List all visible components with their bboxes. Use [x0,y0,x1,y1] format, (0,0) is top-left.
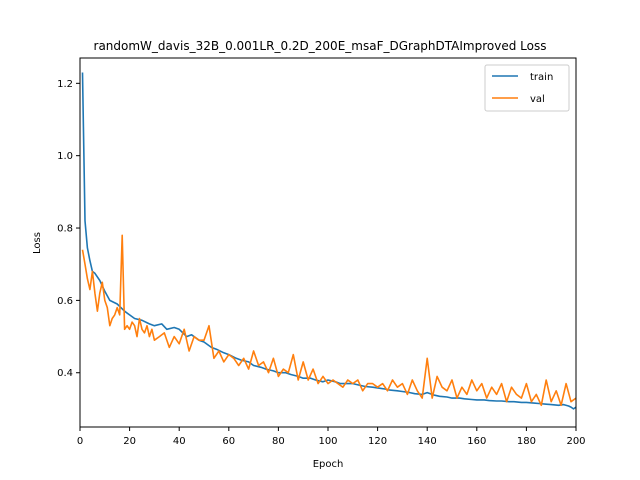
legend-box [484,64,570,112]
x-tick-label: 60 [222,436,235,447]
y-tick-label: 0.4 [57,368,73,379]
y-tick-label: 1.2 [57,79,73,90]
x-tick-label: 20 [123,436,136,447]
x-tick-label: 80 [272,436,285,447]
legend-train-label: train [530,72,553,83]
y-axis-ticks: 0.4 0.6 0.8 1.0 1.2 [57,79,80,379]
y-tick-label: 0.6 [57,296,73,307]
x-tick-label: 0 [77,436,83,447]
x-axis-ticks: 0 20 40 60 80 100 120 140 160 180 200 [77,427,586,447]
x-tick-label: 40 [173,436,186,447]
y-axis-label: Loss [32,232,43,254]
y-tick-label: 1.0 [57,151,73,162]
series-line-val [81,234,577,407]
y-tick-label: 0.8 [57,224,73,235]
x-tick-label: 180 [517,436,536,447]
x-tick-label: 120 [368,436,387,447]
x-tick-label: 160 [467,436,486,447]
x-tick-label: 100 [318,436,337,447]
chart-title: randomW_davis_32B_0.001LR_0.2D_200E_msaF… [94,39,547,53]
series-layer [81,72,577,410]
x-tick-label: 140 [418,436,437,447]
legend: train val [484,64,570,112]
legend-val-label: val [530,94,545,105]
x-tick-label: 200 [566,436,585,447]
plot-frame [79,57,577,428]
plot-area [80,58,576,427]
x-axis-label: Epoch [313,459,344,470]
